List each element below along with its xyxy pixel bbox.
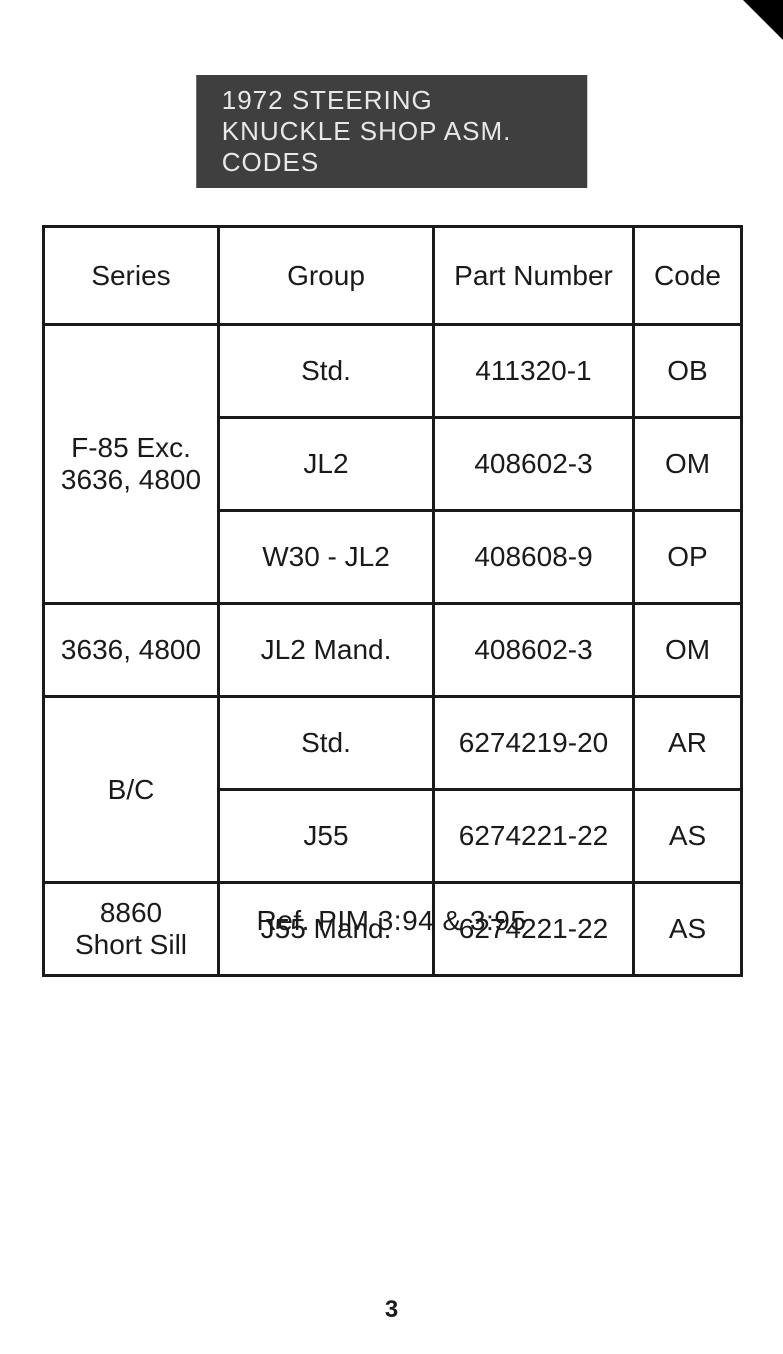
cell-series: F-85 Exc.3636, 4800 [44,325,219,604]
cell-code: OP [634,511,742,604]
header-part: Part Number [434,227,634,325]
page-title: 1972 STEERING KNUCKLE SHOP ASM. CODES [196,75,588,188]
cell-code: OM [634,604,742,697]
page: 1972 STEERING KNUCKLE SHOP ASM. CODES Se… [0,0,783,1354]
table-row: F-85 Exc.3636, 4800 Std. 411320-1 OB [44,325,742,418]
cell-group: Std. [219,325,434,418]
page-number: 3 [385,1296,398,1324]
cell-part: 6274219-20 [434,697,634,790]
table-row: B/C Std. 6274219-20 AR [44,697,742,790]
cell-series: 3636, 4800 [44,604,219,697]
cell-group: Std. [219,697,434,790]
table-body: F-85 Exc.3636, 4800 Std. 411320-1 OB JL2… [44,325,742,976]
cell-series-text: F-85 Exc.3636, 4800 [45,432,217,496]
cell-code: OM [634,418,742,511]
cell-group: W30 - JL2 [219,511,434,604]
cell-code: OB [634,325,742,418]
cell-code: AS [634,883,742,976]
cell-part: 408608-9 [434,511,634,604]
codes-table: Series Group Part Number Code F-85 Exc.3… [42,225,743,977]
table-row: 3636, 4800 JL2 Mand. 408602-3 OM [44,604,742,697]
cell-code: AS [634,790,742,883]
table-header-row: Series Group Part Number Code [44,227,742,325]
cell-group: JL2 [219,418,434,511]
header-series: Series [44,227,219,325]
cell-group: J55 [219,790,434,883]
reference-text: Ref. PIM 3:94 & 3:95 [257,905,527,937]
cell-part: 6274221-22 [434,790,634,883]
header-code: Code [634,227,742,325]
header-group: Group [219,227,434,325]
cell-part: 411320-1 [434,325,634,418]
cell-part: 408602-3 [434,418,634,511]
codes-table-wrap: Series Group Part Number Code F-85 Exc.3… [42,225,741,977]
cell-part: 408602-3 [434,604,634,697]
cell-series: B/C [44,697,219,883]
cell-series-text: 8860Short Sill [45,897,217,961]
cell-group: JL2 Mand. [219,604,434,697]
cell-series: 8860Short Sill [44,883,219,976]
cell-code: AR [634,697,742,790]
corner-decoration [743,0,783,40]
